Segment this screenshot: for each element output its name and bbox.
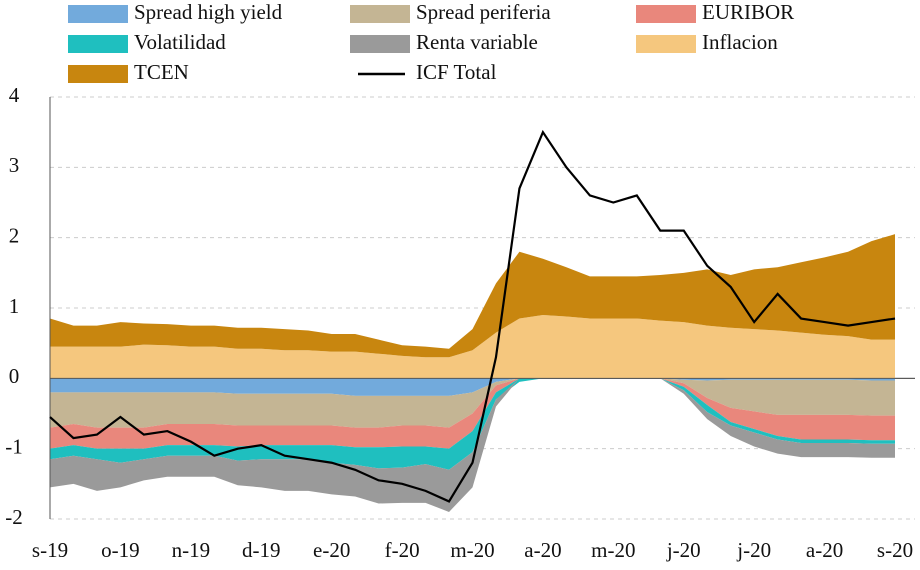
legend-swatch: [68, 5, 128, 23]
x-tick-label: s-20: [877, 538, 913, 562]
area: [50, 315, 895, 379]
x-tick-label: m-20: [450, 538, 494, 562]
legend-label: ICF Total: [416, 60, 497, 84]
legend-label: TCEN: [134, 60, 189, 84]
area: [50, 234, 895, 358]
x-tick-label: m-20: [591, 538, 635, 562]
y-tick-label: 3: [9, 153, 20, 177]
y-tick-label: -2: [5, 505, 23, 529]
x-tick-label: d-19: [242, 538, 281, 562]
legend-label: Spread high yield: [134, 0, 283, 24]
line: [49, 129, 896, 503]
legend-label: Volatilidad: [134, 30, 226, 54]
x-tick-label: f-20: [385, 538, 420, 562]
legend-label: Spread periferia: [416, 0, 551, 24]
y-tick-label: 1: [9, 294, 20, 318]
area: [50, 378, 895, 512]
y-tick-label: 4: [9, 83, 20, 107]
area: [50, 378, 895, 396]
area: [50, 378, 895, 470]
legend-swatch: [68, 65, 128, 83]
legend-swatch: [636, 5, 696, 23]
legend-swatch: [68, 35, 128, 53]
x-tick-label: a-20: [806, 538, 843, 562]
legend-label: Renta variable: [416, 30, 538, 54]
y-tick-label: -1: [5, 434, 23, 458]
x-tick-label: s-19: [32, 538, 68, 562]
y-tick-label: 2: [9, 223, 20, 247]
x-tick-label: a-20: [524, 538, 561, 562]
legend-swatch: [350, 5, 410, 23]
x-tick-label: e-20: [313, 538, 350, 562]
x-tick-label: j-20: [736, 538, 771, 562]
legend-swatch: [636, 35, 696, 53]
x-tick-label: j-20: [666, 538, 701, 562]
area: [50, 378, 895, 428]
legend-label: Inflacion: [702, 30, 778, 54]
x-tick-label: o-19: [101, 538, 140, 562]
x-tick-label: n-19: [172, 538, 211, 562]
y-tick-label: 0: [9, 364, 20, 388]
legend-swatch: [350, 35, 410, 53]
area: [50, 378, 895, 449]
legend-label: EURIBOR: [702, 0, 794, 24]
